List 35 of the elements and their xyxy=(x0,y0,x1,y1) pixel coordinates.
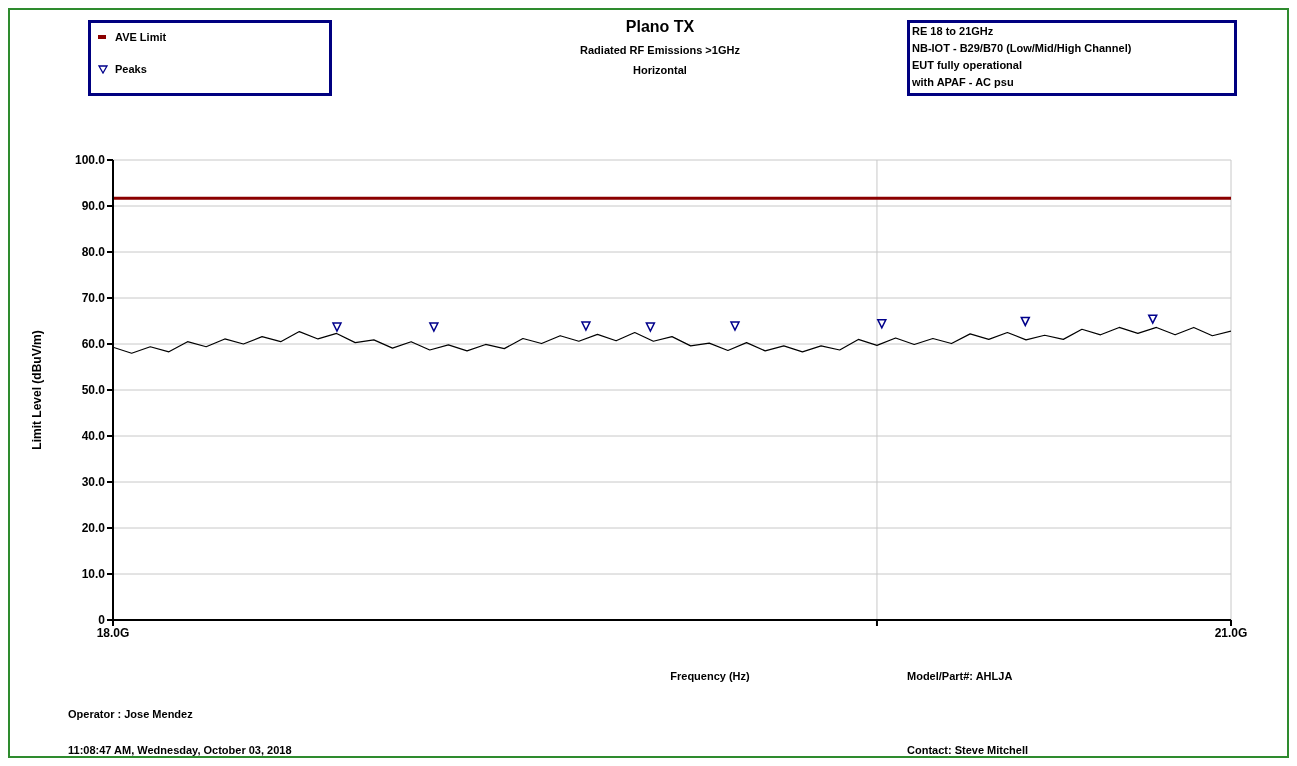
point xyxy=(332,322,342,332)
chart-subtitle: Radiated RF Emissions >1GHz Horizontal xyxy=(579,44,741,76)
point xyxy=(645,322,656,332)
y-tick-label: 70.0 xyxy=(81,291,106,306)
y-tick-label: 0 xyxy=(98,613,106,628)
text: RE 18 to 21GHz xyxy=(912,24,995,39)
y-tick-label: 90.0 xyxy=(81,199,106,214)
text: with APAF - AC psu xyxy=(912,75,1015,90)
text: Operator : Jose Mendez xyxy=(68,708,193,720)
point xyxy=(1147,314,1158,324)
y-tick-label: 10.0 xyxy=(81,567,106,582)
point xyxy=(429,322,439,332)
x-axis-title: Frequency (Hz) xyxy=(670,670,750,682)
text: NB-IOT - B29/B70 (Low/Mid/High Channel) xyxy=(912,41,1133,56)
y-tick-label: 80.0 xyxy=(81,245,106,260)
y-tick-label: 40.0 xyxy=(81,429,106,444)
y-tick-label: 60.0 xyxy=(81,337,106,352)
y-axis-title: Limit Level (dBuV/m) xyxy=(30,330,45,450)
chart-title: Plano TX xyxy=(624,18,696,36)
point xyxy=(581,321,591,331)
legend-label: AVE Limit xyxy=(115,31,167,43)
point xyxy=(730,321,740,331)
text: EUT fully operational xyxy=(912,58,1023,73)
y-tick-label: 20.0 xyxy=(81,521,106,536)
point xyxy=(877,319,887,329)
text: 11:08:47 AM, Wednesday, October 03, 2018 xyxy=(68,744,292,756)
x-tick-label: 18.0G xyxy=(96,625,130,640)
point xyxy=(1020,316,1031,327)
y-tick-label: 30.0 xyxy=(81,475,106,490)
y-tick-label: 50.0 xyxy=(81,383,106,398)
x-tick-label: 21.0G xyxy=(1214,625,1248,640)
text: Model/Part#: AHLJA xyxy=(907,670,1013,682)
y-tick-label: 100.0 xyxy=(74,153,106,168)
text: Contact: Steve Mitchell xyxy=(907,744,1029,756)
legend-label: Peaks xyxy=(115,63,147,75)
